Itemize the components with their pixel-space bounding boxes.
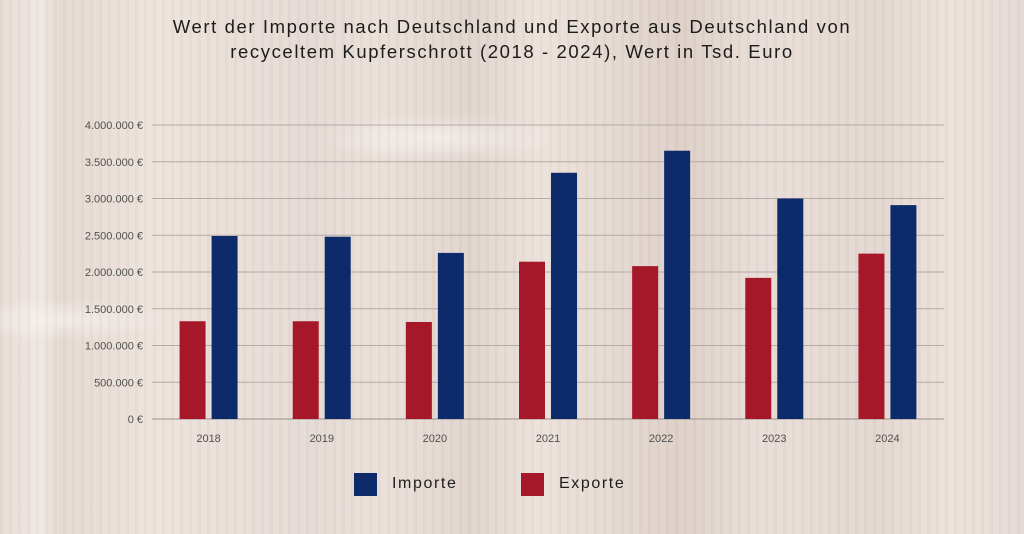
y-tick-label: 4.000.000 € (85, 120, 143, 132)
y-tick-label: 2.500.000 € (85, 230, 143, 242)
y-tick-label: 3.500.000 € (85, 157, 143, 169)
bar-importe-2023 (777, 198, 804, 419)
y-axis-tick-labels: 0 € 500.000 € 1.000.000 € 1.500.000 € 2.000.… (85, 120, 143, 426)
y-tick-label: 0 € (128, 414, 143, 426)
bar-exporte-2018 (179, 321, 206, 419)
chart-title-line-1: Wert der Importe nach Deutschland und Ex… (172, 16, 852, 37)
y-tick-label: 1.500.000 € (85, 304, 143, 316)
bar-exporte-2021 (519, 261, 545, 419)
legend: Importe Exporte (0, 471, 1024, 499)
bar-exporte-2020 (405, 321, 432, 419)
bar-importe-2022 (664, 150, 691, 419)
bar-importe-2021 (551, 172, 577, 419)
x-tick-label: 2019 (309, 433, 333, 445)
bar-importe-2019 (324, 236, 351, 419)
x-axis-tick-labels: 2018 2019 2020 2021 2022 2023 2024 (196, 433, 899, 445)
y-tick-label: 500.000 € (94, 377, 143, 389)
legend-swatch-importe (354, 473, 377, 496)
x-tick-label: 2018 (196, 433, 220, 445)
chart-title: Wert der Importe nach Deutschland und Ex… (40, 14, 984, 64)
legend-label-exporte: Exporte (559, 475, 626, 492)
x-tick-label: 2021 (536, 433, 560, 445)
legend-swatch-exporte (521, 473, 544, 496)
grid-lines (152, 124, 944, 420)
chart-title-line-2: recyceltem Kupferschrott (2018 - 2024), … (230, 41, 794, 62)
y-tick-label: 1.000.000 € (85, 341, 143, 353)
bar-importe-2020 (437, 252, 464, 419)
bar-importe-2024 (890, 205, 917, 419)
legend-label-importe: Importe (392, 475, 458, 492)
bars (179, 150, 917, 419)
x-tick-label: 2024 (875, 433, 899, 445)
x-tick-label: 2022 (649, 433, 673, 445)
bar-exporte-2023 (745, 277, 772, 419)
y-tick-label: 2.000.000 € (85, 267, 143, 279)
bar-exporte-2024 (858, 253, 885, 419)
bar-exporte-2022 (632, 266, 659, 419)
bar-exporte-2019 (292, 321, 319, 419)
y-tick-label: 3.000.000 € (85, 194, 143, 206)
bar-importe-2018 (211, 235, 238, 419)
x-tick-label: 2023 (762, 433, 786, 445)
x-tick-label: 2020 (423, 433, 447, 445)
